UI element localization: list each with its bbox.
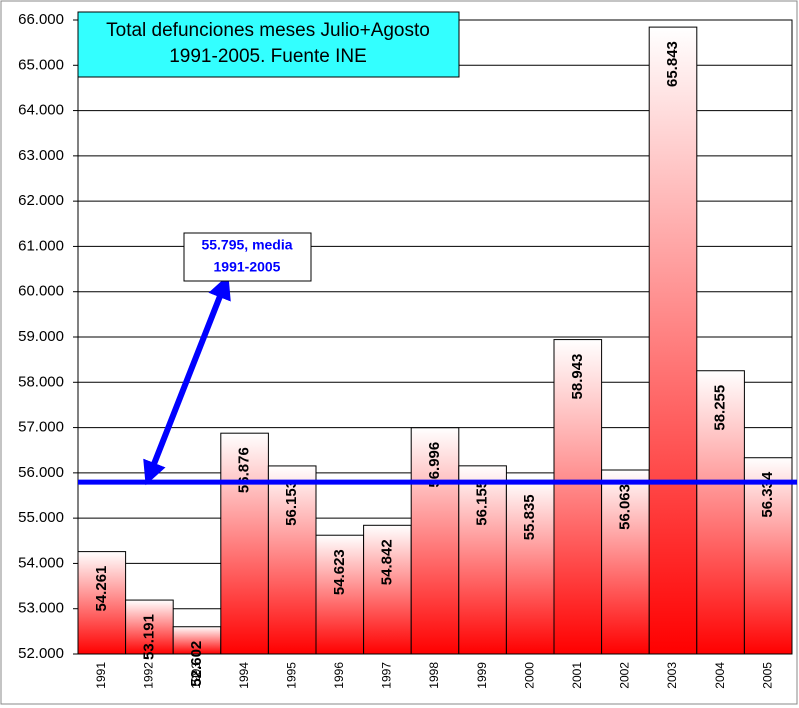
bar [505,479,555,655]
bar [410,427,460,655]
bar [267,465,317,655]
value-label: 53.191 [140,614,157,660]
value-label: 55.835 [521,494,538,540]
bar [696,370,745,655]
bar [125,599,174,655]
x-tick-label: 2003 [665,662,679,689]
y-tick-label: 59.000 [18,328,64,345]
value-label: 56.876 [236,447,253,493]
x-tick-label: 1997 [380,662,394,689]
x-tick-label: 2005 [760,662,774,689]
y-tick-label: 55.000 [18,509,64,526]
bar [601,469,650,655]
annotation-box [183,232,312,282]
x-tick-label: 2001 [570,662,584,689]
y-tick-label: 58.000 [18,373,64,390]
y-tick-label: 60.000 [18,283,64,300]
value-label: 54.842 [378,539,395,585]
value-label: 58.943 [569,354,586,400]
bar [553,339,603,655]
annotation-text: 55.795, media [201,237,292,253]
x-tick-label: 1994 [237,662,251,689]
value-label: 56.155 [474,480,491,526]
y-tick-label: 52.000 [18,645,64,662]
chart-title: 1991-2005. Fuente INE [169,46,367,67]
bar [363,524,412,655]
bar [315,534,365,655]
mean-arrow [143,274,231,486]
y-tick-label: 56.000 [18,464,64,481]
x-tick-label: 2004 [713,662,727,689]
y-tick-label: 62.000 [18,192,64,209]
value-label: 56.334 [759,471,776,518]
y-tick-label: 66.000 [18,11,64,28]
x-tick-label: 2002 [618,662,632,689]
bar [77,551,127,655]
x-tick-label: 1996 [332,662,346,689]
x-tick-label: 1992 [142,662,156,689]
value-label: 65.843 [664,41,681,87]
x-tick-label: 1998 [427,662,441,689]
y-tick-label: 61.000 [18,237,64,254]
x-tick-label: 1995 [284,662,298,689]
y-tick-label: 64.000 [18,102,64,119]
bar [458,465,507,655]
value-label: 54.623 [331,549,348,595]
chart-title: Total defunciones meses Julio+Agosto [106,20,430,41]
value-label: 58.255 [712,385,729,431]
x-tick-label: 1999 [475,662,489,689]
y-tick-label: 63.000 [18,147,64,164]
x-tick-label: 2000 [522,662,536,689]
y-tick-label: 54.000 [18,554,64,571]
value-label: 56.996 [426,442,443,488]
value-label: 52.602 [188,641,205,687]
bar [743,457,793,655]
y-tick-label: 65.000 [18,56,64,73]
bar [648,26,698,655]
value-label: 56.063 [616,484,633,530]
annotation-text: 1991-2005 [214,259,281,275]
x-tick-label: 1993 [189,662,203,689]
value-label: 54.261 [93,566,110,612]
title-box [77,11,460,78]
y-tick-label: 53.000 [18,600,64,617]
y-tick-label: 57.000 [18,419,64,436]
value-label: 56.153 [283,480,300,526]
x-tick-label: 1991 [94,662,108,689]
